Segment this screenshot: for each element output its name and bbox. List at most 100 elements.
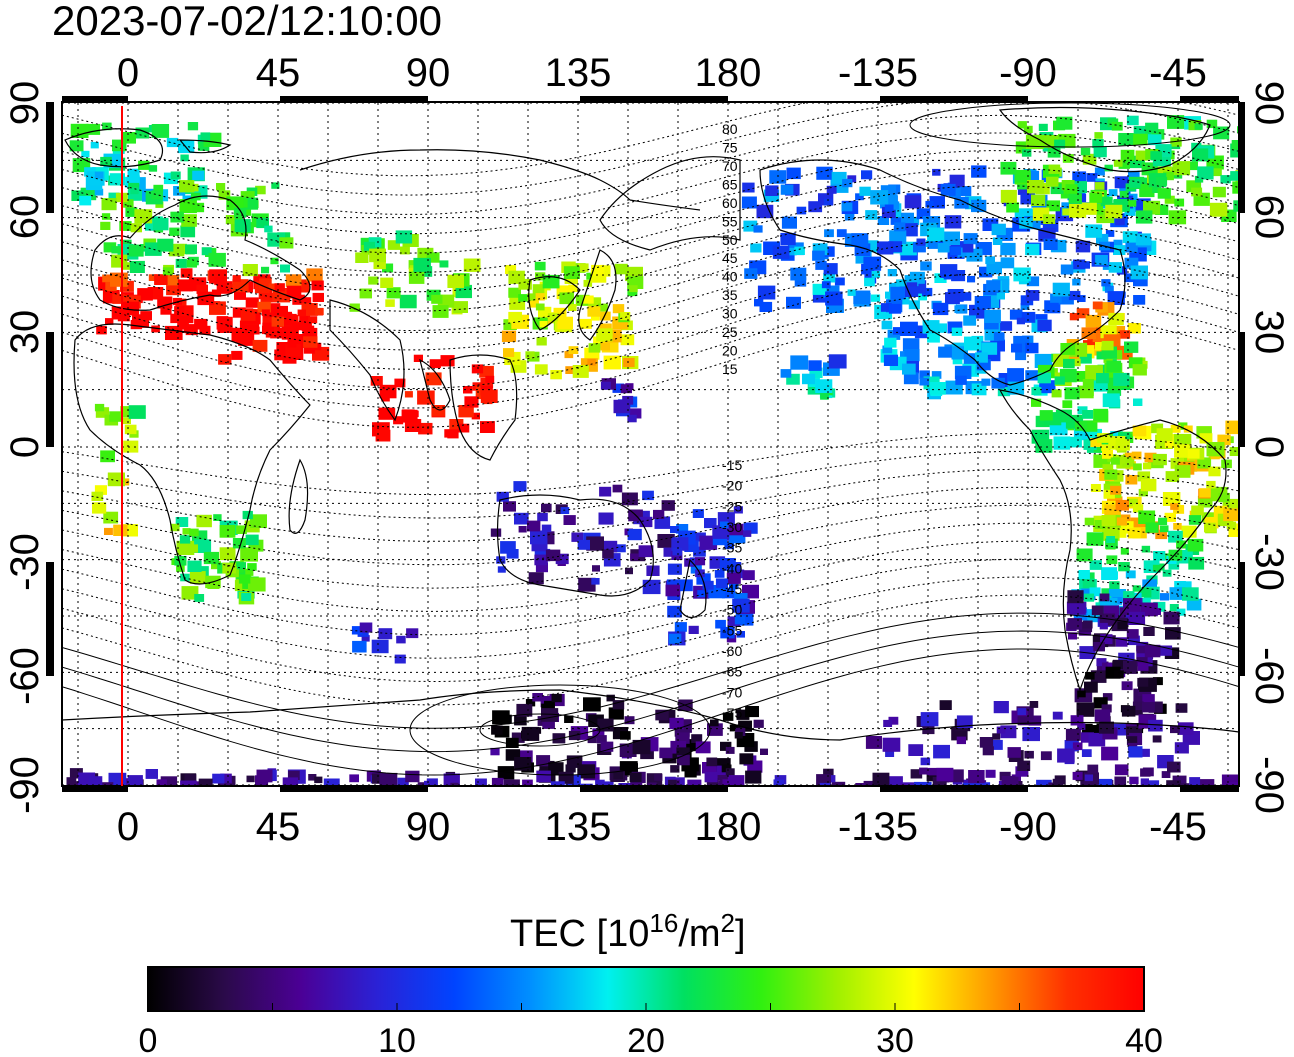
y-tick-label-left: -90 [3,756,47,814]
tec-cell [237,562,246,570]
tec-cell [940,183,956,196]
tec-cell [352,640,367,653]
tec-cell [1067,590,1084,604]
tec-cell [1133,463,1142,471]
tec-cell [1152,677,1163,686]
geomag-contour [62,594,1239,706]
tec-cell [406,628,419,639]
tec-cell [534,261,546,271]
tec-cell [916,208,931,220]
tec-cell [796,206,807,215]
tec-cell [1077,690,1086,698]
tec-cell [824,229,834,238]
tec-cell [564,715,574,723]
tec-cell [1179,581,1192,592]
tec-cell [232,538,246,549]
tec-cell [1217,434,1231,446]
tec-cell [821,281,831,289]
tec-cell [257,301,271,313]
tec-cell [1132,364,1147,376]
tec-cell [588,343,601,353]
tec-cell [386,287,401,299]
tec-cell [985,769,996,778]
tec-cell [1089,560,1102,570]
tec-cell [1088,732,1106,747]
tec-cell [914,781,932,786]
tec-cell [1176,540,1187,549]
tec-cell [525,699,536,707]
tec-cell [971,165,987,178]
tec-cell [538,306,552,318]
tec-cell [1101,567,1118,580]
tec-cell [225,215,238,225]
tec-cell [373,259,386,270]
tec-cell [1044,300,1061,314]
tec-cell [447,274,464,288]
tec-cell [1025,290,1040,301]
tec-cell [1114,764,1129,776]
tec-cell [285,274,302,287]
tec-cell [1197,495,1213,508]
tec-cell [1098,721,1114,734]
tec-cell [192,781,205,786]
tec-cell [508,270,525,284]
tec-cell [518,278,532,290]
tec-cell [1122,231,1138,244]
tec-cell [823,768,834,778]
tec-cell [242,510,253,520]
tec-cell [1105,230,1115,237]
tec-cell [1075,240,1091,253]
tec-cell [1076,548,1093,562]
tec-cell [888,303,902,314]
tec-cell [262,322,274,332]
tec-cell [1096,233,1109,244]
tec-cell [463,386,473,394]
tec-cell [621,492,638,506]
tec-cell [308,316,318,324]
tec-cell [1000,321,1013,331]
tec-cell [245,569,254,576]
tec-cell [270,257,279,265]
tec-cell [963,315,977,326]
tec-cell [888,201,900,210]
tec-cell [1064,740,1079,752]
tec-cell [113,524,128,536]
tec-cell [756,204,774,219]
tec-cell [1035,439,1053,453]
tec-cell [1046,176,1059,187]
tec-cell [565,366,576,374]
tec-cell [1135,210,1153,224]
tec-cell [1170,424,1181,433]
tec-cell [175,258,187,268]
tec-cell [182,528,191,535]
tec-cell [130,320,143,330]
tec-cell [872,772,890,786]
tec-cell [1160,525,1169,533]
tec-cell [1145,122,1159,134]
tec-cell [955,375,967,385]
tec-cell [974,296,991,309]
tec-cell [712,533,728,546]
tec-cell [92,502,107,514]
tec-cell [208,252,226,267]
tec-cell [1181,525,1197,538]
tec-cell [1072,171,1087,183]
tec-cell [1105,204,1123,219]
y-tick-label-right: -60 [1247,647,1291,705]
tec-cell [1094,182,1105,190]
tec-cell [985,256,995,265]
tec-cell [1170,725,1180,734]
tec-cell [1025,342,1039,354]
frame-bar-bottom [62,786,128,792]
tec-cell [1118,133,1134,146]
tec-cell [1230,143,1239,158]
tec-cell [1197,166,1214,180]
geomag-contour [62,504,1239,589]
tec-cell [379,384,397,399]
tec-cell [1128,635,1140,646]
tec-cell [671,537,689,551]
tec-cell [853,290,871,305]
tec-cell [119,221,132,231]
timestamp: 2023-07-02/12:10:00 [52,0,442,44]
tec-cell [1093,380,1108,392]
